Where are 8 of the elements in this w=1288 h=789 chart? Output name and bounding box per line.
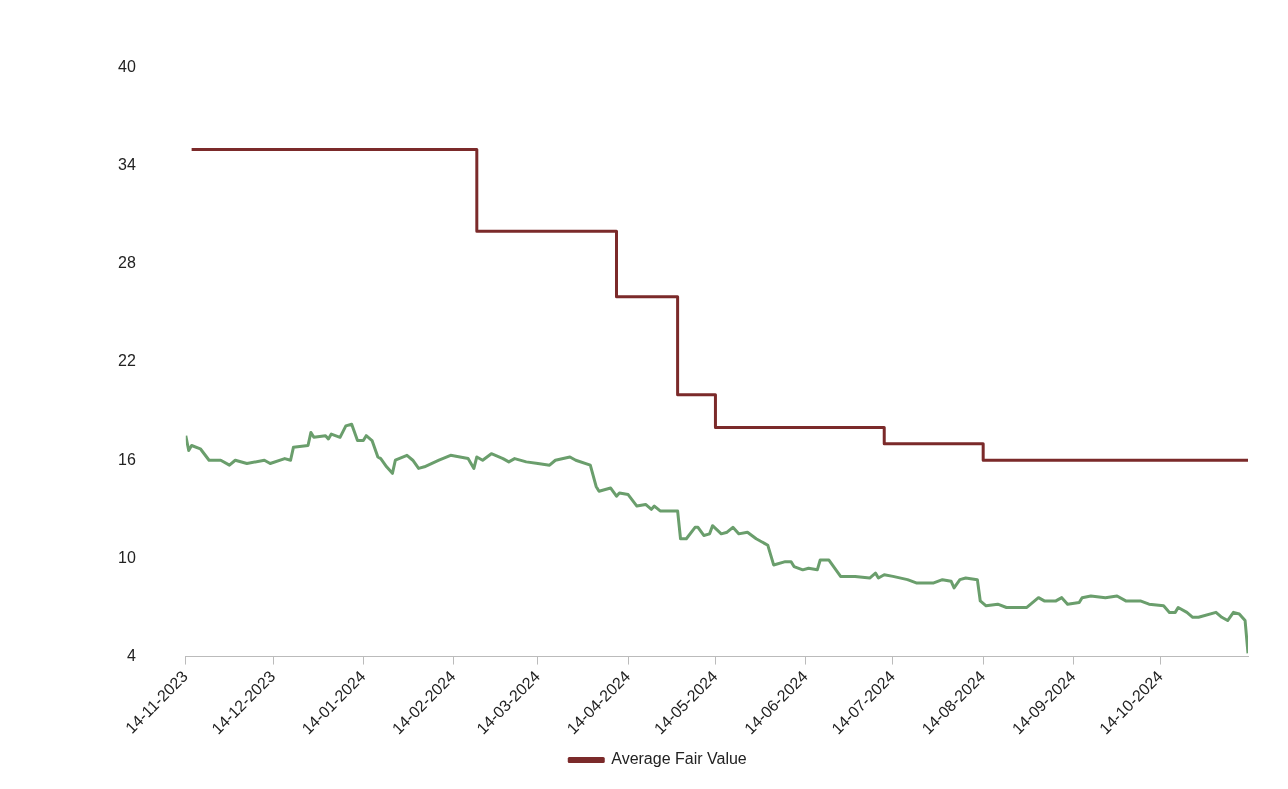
y-tick-label: 40 [118,58,136,76]
y-tick-label: 16 [118,450,136,468]
legend-label: Average Fair Value [611,750,747,768]
y-tick-label: 22 [118,352,136,370]
y-tick-label: 28 [118,254,136,272]
y-tick-label: 4 [126,646,136,664]
y-tick-label: 10 [118,548,136,566]
y-tick-label: 34 [118,156,136,174]
